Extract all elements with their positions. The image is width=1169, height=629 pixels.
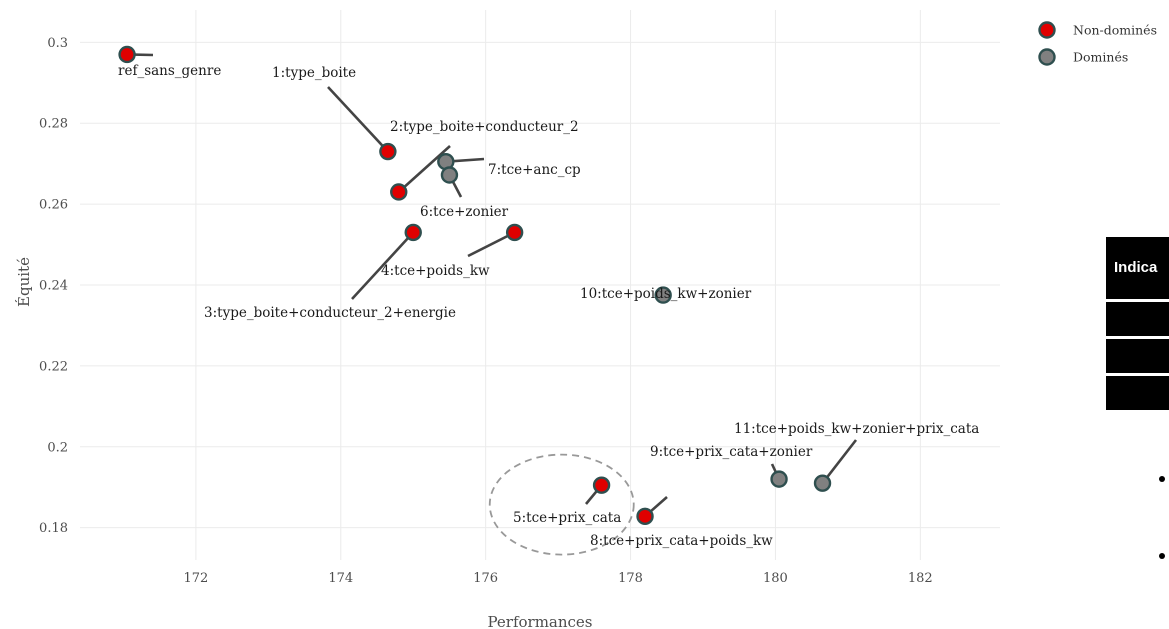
point-label: 7:tce+anc_cp <box>488 162 581 178</box>
data-point <box>404 223 422 242</box>
y-axis-title: Équité <box>15 257 33 307</box>
y-tick-label: 0.26 <box>39 198 68 213</box>
data-point <box>440 166 459 184</box>
y-tick-label: 0.24 <box>39 279 68 294</box>
data-point <box>592 476 611 494</box>
point-label: 8:tce+prix_cata+poids_kw <box>590 533 773 549</box>
point-label: 3:type_boite+conducteur_2+energie <box>204 305 456 321</box>
point-label: ref_sans_genre <box>118 63 221 79</box>
axis-ticks: 172 174 176 178 180 182 0.18 0.2 0.22 0.24 0.26 0.2… <box>39 36 933 586</box>
highlight-ellipse-layer <box>488 453 635 556</box>
y-tick-label: 0.28 <box>39 117 68 132</box>
y-tick-label: 0.22 <box>39 359 68 374</box>
side-panel-row <box>1106 339 1169 373</box>
data-point <box>118 45 136 64</box>
label-connector <box>467 231 516 258</box>
legend-swatch <box>1038 48 1056 66</box>
bullet-marker <box>1159 553 1165 559</box>
x-tick-label: 180 <box>763 571 788 586</box>
y-tick-label: 0.18 <box>39 521 68 536</box>
data-point <box>636 507 654 526</box>
highlight-ellipse <box>488 453 635 556</box>
side-panel-row <box>1106 376 1169 410</box>
data-point <box>505 223 524 242</box>
x-axis-title: Performances <box>487 613 592 629</box>
point-label: 6:tce+zonier <box>420 204 509 220</box>
side-panel-header: Indica <box>1106 237 1169 299</box>
bullet-marker <box>1159 476 1165 482</box>
legend-label: Non-dominés <box>1073 23 1157 38</box>
x-tick-label: 172 <box>183 571 208 586</box>
x-tick-label: 176 <box>473 571 498 586</box>
label-connector <box>821 439 858 484</box>
y-tick-label: 0.3 <box>47 36 68 51</box>
point-labels: ref_sans_genre 1:type_boite 2:type_boite+c… <box>118 63 979 549</box>
side-panel-header-text: Indica <box>1114 259 1158 276</box>
y-tick-label: 0.2 <box>47 440 68 455</box>
data-point <box>379 142 397 161</box>
legend-label: Dominés <box>1073 50 1128 65</box>
x-tick-label: 174 <box>328 571 353 586</box>
legend-swatch <box>1038 21 1056 39</box>
grid-lines <box>80 10 1000 560</box>
data-point <box>654 286 672 304</box>
label-connector <box>397 145 451 193</box>
data-point <box>390 183 408 201</box>
point-label: 2:type_boite+conducteur_2 <box>390 119 579 135</box>
data-point <box>770 470 788 488</box>
side-panel-row <box>1106 302 1169 336</box>
legend: Non-dominés Dominés <box>1038 21 1157 66</box>
point-label: 9:tce+prix_cata+zonier <box>650 444 813 460</box>
x-tick-label: 182 <box>908 571 933 586</box>
data-points <box>118 45 832 526</box>
point-label: 1:type_boite <box>272 65 356 81</box>
point-label: 10:tce+poids_kw+zonier <box>580 286 752 302</box>
point-label: 11:tce+poids_kw+zonier+prix_cata <box>734 421 979 437</box>
data-point <box>813 474 832 492</box>
point-label: 5:tce+prix_cata <box>513 510 621 526</box>
label-connector <box>351 231 415 300</box>
label-connector <box>327 86 389 153</box>
x-tick-label: 178 <box>618 571 643 586</box>
point-label: 4:tce+poids_kw <box>381 263 490 279</box>
